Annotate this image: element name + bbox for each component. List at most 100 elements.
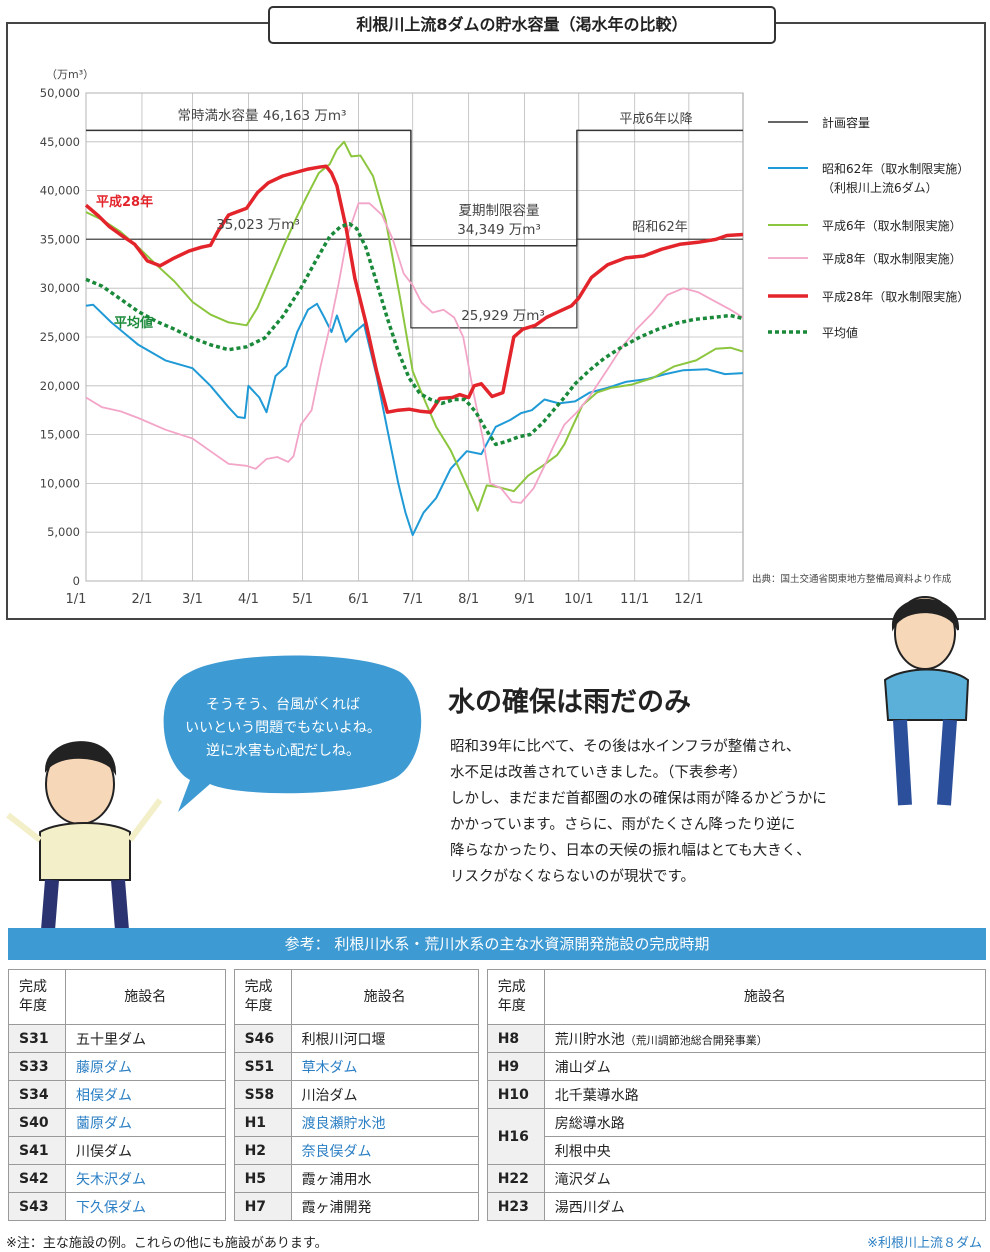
source-note: 出典：国土交通省関東地方整備局資料より作成 [752,573,952,585]
completion-year: S43 [8,1192,66,1221]
x-tick-label: 6/1 [348,592,369,607]
reference-title-bar: 参考： 利根川水系・荒川水系の主な水資源開発施設の完成時期 [8,928,986,960]
facility-name: 矢木沢ダム [65,1164,226,1193]
completion-year: H8 [486,1024,545,1053]
article-body: 昭和39年に比べて、その後は水インフラが整備され、 水不足は改善されていきました… [450,739,827,885]
x-tick-label: 9/1 [514,592,535,607]
x-tick-label: 7/1 [402,592,423,607]
x-tick-label: 4/1 [238,592,259,607]
facility-name: 房総導水路 [543,1108,987,1137]
table-row: S43 下久保ダム H7 霞ヶ浦開発 H23 湯西川ダム [8,1192,987,1221]
facility-name: 下久保ダム [65,1192,226,1221]
facility-name: 利根中央 [543,1136,987,1165]
article-headline: 水の確保は雨だのみ [448,687,691,718]
completion-year: S46 [233,1024,292,1053]
series-line-1 [86,238,743,329]
annotation-25929: 25,929 万m³ [461,308,545,324]
completion-year: H5 [233,1164,292,1193]
x-tick-label: 2/1 [131,592,152,607]
legend-label: 平成8年（取水制限実施） [822,251,962,266]
completion-year: H22 [486,1164,545,1193]
speech-bubble-text: そうそう、台風がくれば いいという問題でもないよね。 逆に水害も心配だしね。 [185,697,381,759]
series-line-4 [85,202,744,504]
header-name: 施設名 [543,969,987,1025]
footnote: ※注：主な施設の例。これらの他にも施設があります。 [6,1236,328,1251]
completion-year: H16 [486,1108,545,1165]
annotation-h28: 平成28年 [96,194,153,210]
completion-year: H2 [233,1136,292,1165]
header-name: 施設名 [65,969,226,1025]
facility-name: 薗原ダム [65,1108,226,1137]
annotation-h6-after: 平成6年以降 [619,112,692,127]
annotation-summer-limit-value: 34,349 万m³ [457,222,541,238]
legend-label: 平成6年（取水制限実施） [822,218,962,233]
series-line-6 [85,222,744,447]
header-year: 完成 年度 [8,969,66,1025]
table-row: S41 川俣ダム H2 奈良俣ダム 利根中央 [8,1136,987,1165]
table-row: S33 藤原ダム S51 草木ダム H9 浦山ダム [8,1052,987,1081]
footnote-blue: ※利根川上流８ダム [867,1236,982,1251]
completion-year: S31 [8,1024,66,1053]
completion-year: S41 [8,1136,66,1165]
annotation-average: 平均値 [114,315,153,331]
y-tick-label: 15,000 [40,428,80,442]
table-row: S42 矢木沢ダム H5 霞ヶ浦用水 H22 滝沢ダム [8,1164,987,1193]
y-tick-label: 5,000 [47,525,80,539]
x-tick-label: 8/1 [458,592,479,607]
completion-year: H1 [233,1108,292,1137]
completion-year: S42 [8,1164,66,1193]
y-tick-label: 50,000 [40,86,80,100]
y-tick-label: 35,000 [40,232,80,246]
legend-label: 計画容量 [822,115,870,130]
y-tick-label: 45,000 [40,135,80,149]
legend-sublabel: （利根川上流6ダム） [822,180,938,195]
facility-name: 渡良瀬貯水池 [290,1108,479,1137]
header-year: 完成 年度 [486,969,545,1025]
facility-name: 利根川河口堰 [290,1024,479,1053]
x-tick-label: 11/1 [620,592,649,607]
series-line-2 [85,302,744,537]
table-row: S40 薗原ダム H1 渡良瀬貯水池 H16 房総導水路 [8,1108,987,1165]
table-header-row: 完成 年度 施設名 完成 年度 施設名 完成 年度 施設名 [8,969,987,1025]
completion-year: S33 [8,1052,66,1081]
facility-name: 川治ダム [290,1080,479,1109]
facility-name: 北千葉導水路 [543,1080,987,1109]
x-tick-label: 3/1 [182,592,203,607]
y-tick-label: 30,000 [40,281,80,295]
y-tick-label: 20,000 [40,379,80,393]
chart-title: 利根川上流8ダムの貯水容量（渇水年の比較） [268,6,776,44]
x-tick-label: 1/1 [66,592,87,607]
completion-year: H23 [486,1192,545,1221]
table-row: S34 相俣ダム S58 川治ダム H10 北千葉導水路 [8,1080,987,1109]
completion-year: H10 [486,1080,545,1109]
annotation-s62: 昭和62年 [632,220,688,235]
series-line-3 [85,140,744,512]
series-line-0 [86,129,743,247]
header-name: 施設名 [290,969,479,1025]
x-tick-label: 12/1 [674,592,703,607]
completion-year: S34 [8,1080,66,1109]
facility-name: 奈良俣ダム [290,1136,479,1165]
x-tick-label: 5/1 [292,592,313,607]
annotation-summer-limit: 夏期制限容量 [459,202,540,219]
facility-name: 五十里ダム [65,1024,226,1053]
y-axis-unit: （万m³） [46,68,94,81]
annotation-35023: 35,023 万m³ [216,217,300,233]
facility-name: 相俣ダム [65,1080,226,1109]
completion-year: H9 [486,1052,545,1081]
facility-name: 湯西川ダム [543,1192,987,1221]
legend-label: 昭和62年（取水制限実施） [822,161,969,176]
facility-name: 霞ヶ浦開発 [290,1192,479,1221]
facility-name: 草木ダム [290,1052,479,1081]
facility-name: 荒川貯水池（荒川調節池総合開発事業） [543,1024,987,1053]
reservoir-chart: 0 5,000 10,000 15,000 20,000 25,000 30,000 35,0… [40,68,970,607]
facility-name: 滝沢ダム [543,1164,987,1193]
legend-label: 平成28年（取水制限実施） [822,289,969,304]
x-tick-label: 10/1 [564,592,593,607]
y-tick-label: 0 [73,574,80,588]
facility-name: 藤原ダム [65,1052,226,1081]
y-tick-label: 10,000 [40,476,80,490]
table-row: S31 五十里ダム S46 利根川河口堰 H8 荒川貯水池（荒川調節池総合開発事業） [8,1024,987,1053]
facility-name: 霞ヶ浦用水 [290,1164,479,1193]
series-line-5 [84,164,744,414]
